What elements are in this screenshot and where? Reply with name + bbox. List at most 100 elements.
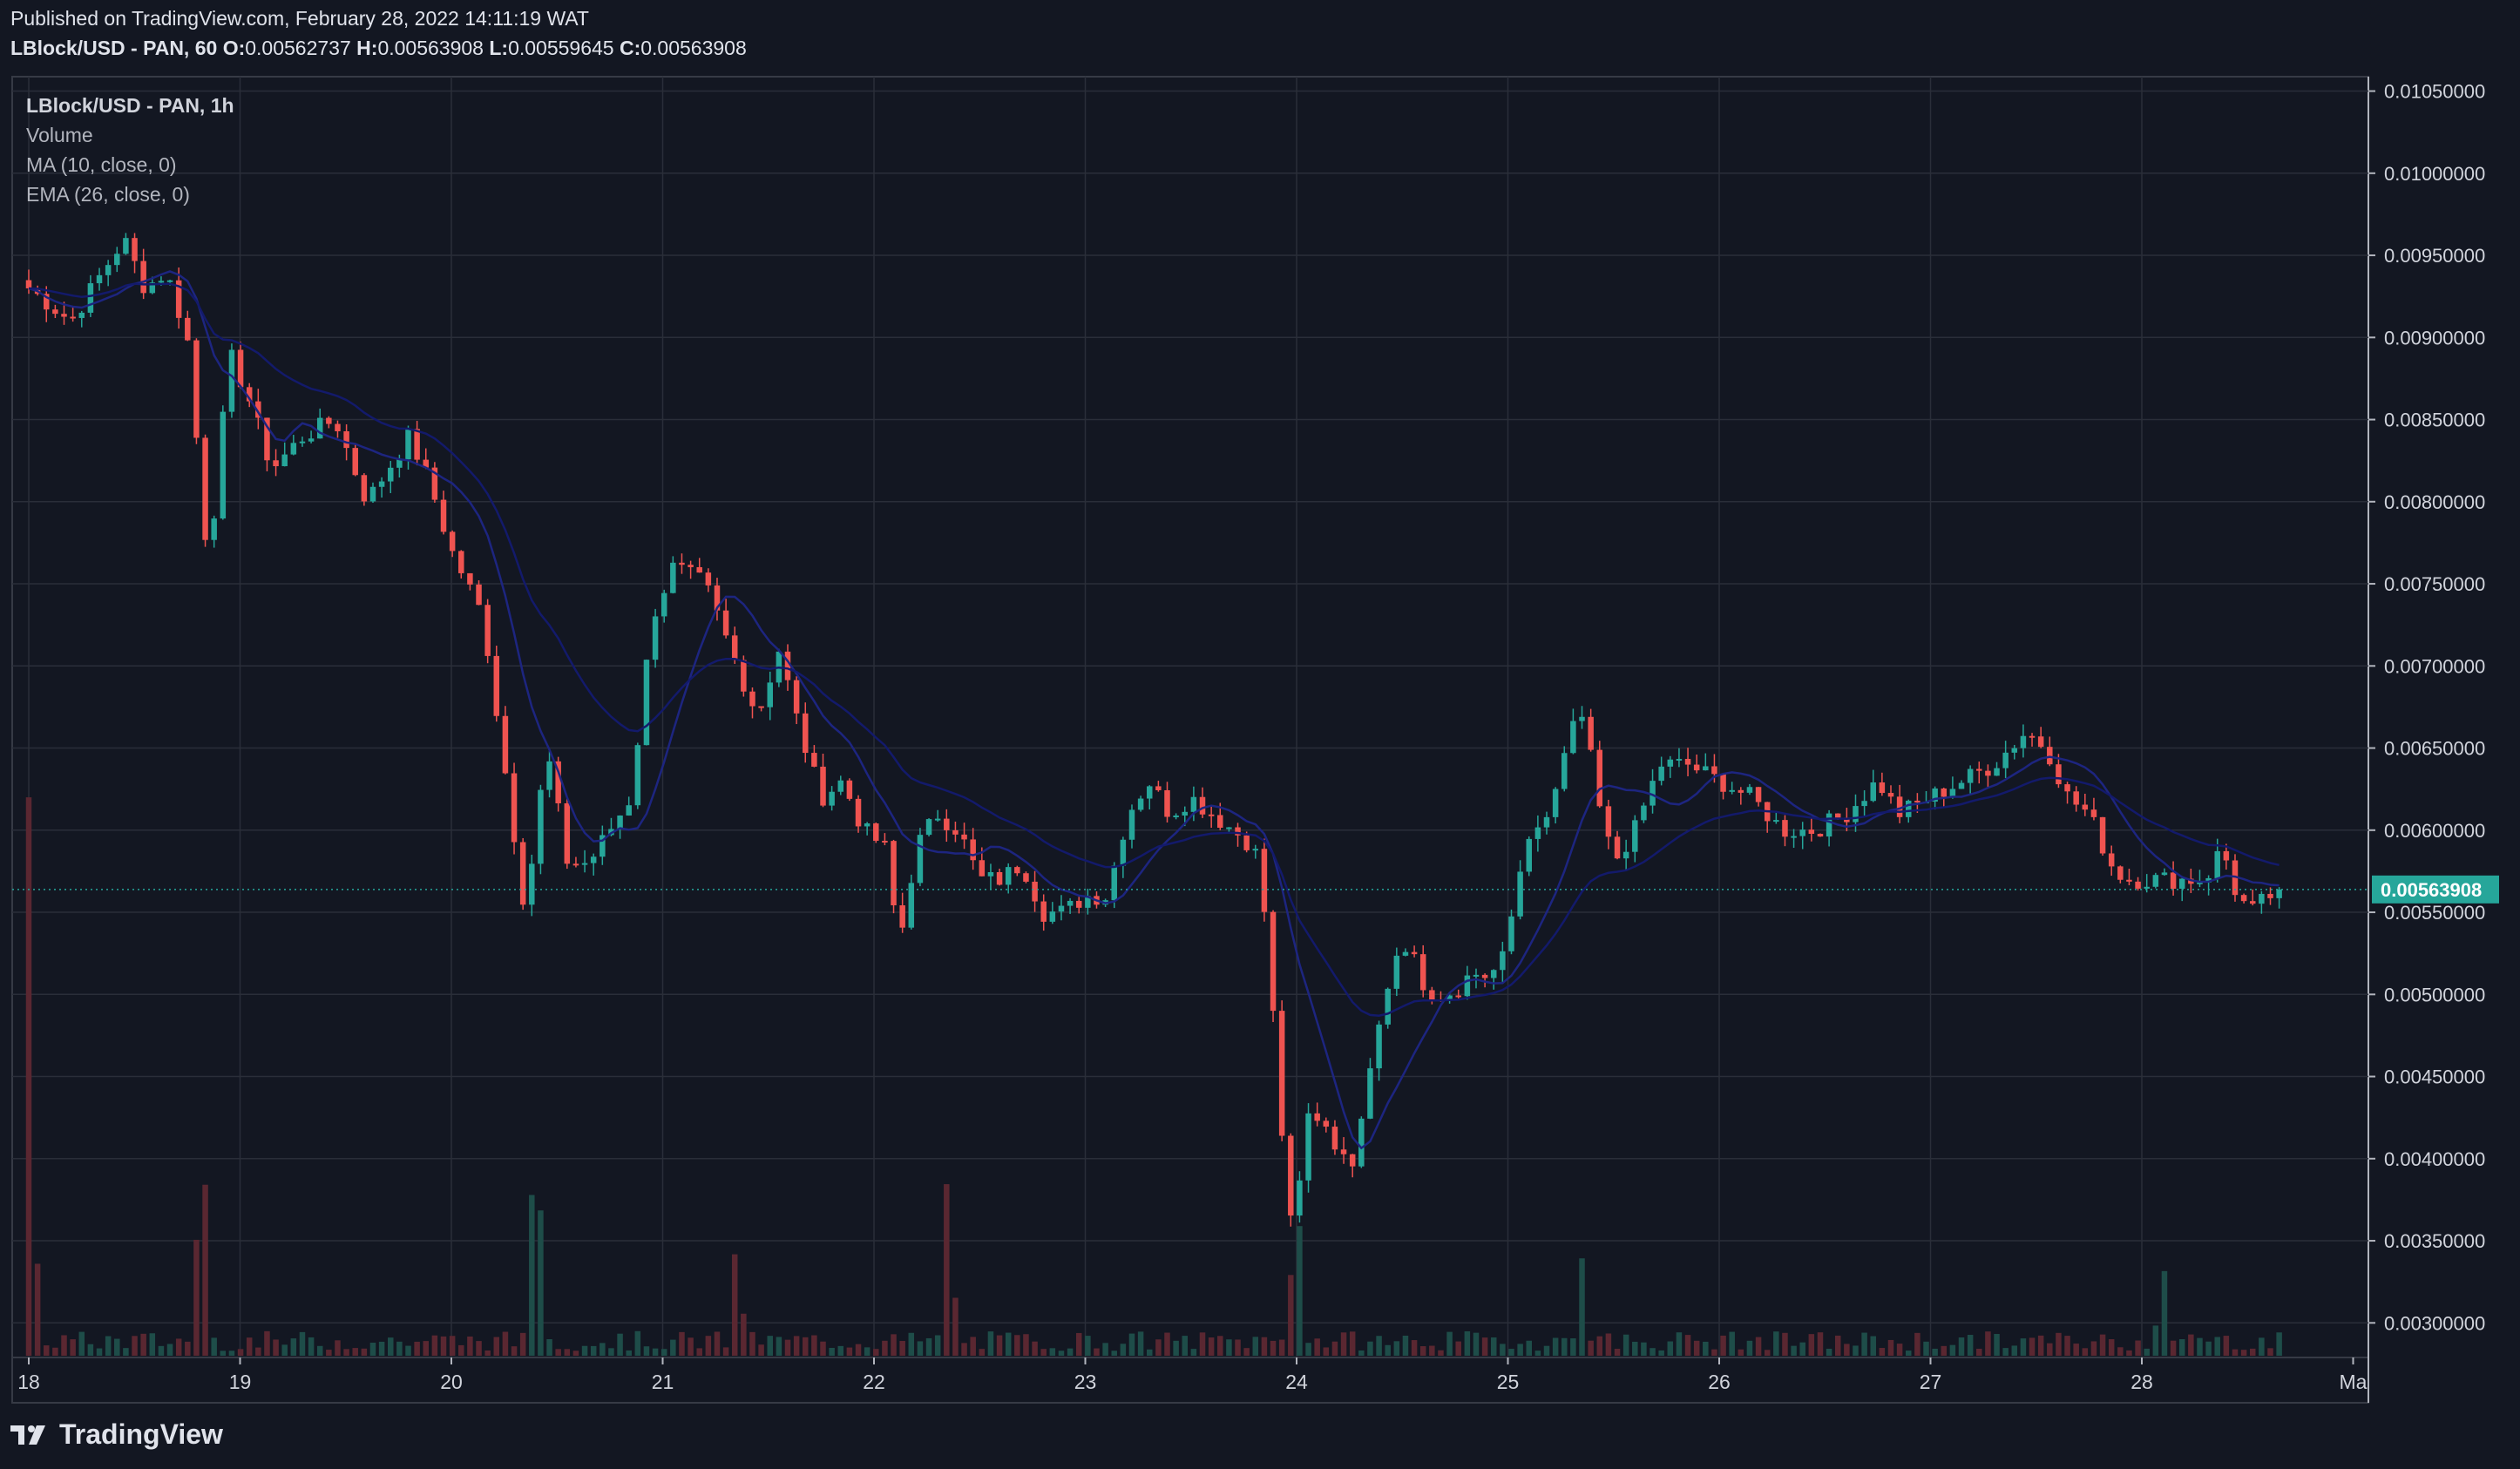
candle-body[interactable] (1826, 813, 1832, 837)
candle-body[interactable] (369, 486, 376, 502)
candle-body[interactable] (1411, 951, 1418, 955)
candle-body[interactable] (1367, 1068, 1373, 1119)
candle-body[interactable] (61, 314, 67, 317)
candle-body[interactable] (281, 454, 288, 467)
candle-body[interactable] (2037, 736, 2044, 748)
candle-body[interactable] (1128, 809, 1135, 840)
candle-body[interactable] (1402, 951, 1409, 956)
candle-body[interactable] (538, 789, 544, 864)
candle-body[interactable] (996, 871, 1003, 885)
candle-body[interactable] (882, 840, 888, 843)
candle-body[interactable] (211, 518, 217, 540)
candle-body[interactable] (917, 835, 924, 883)
candle-body[interactable] (467, 572, 473, 585)
candle-body[interactable] (1552, 789, 1559, 817)
candle-body[interactable] (581, 863, 588, 865)
candle-body[interactable] (767, 682, 773, 707)
candle-body[interactable] (1703, 766, 1709, 771)
candle-body[interactable] (273, 460, 279, 467)
candle-body[interactable] (2056, 764, 2062, 785)
candle-body[interactable] (166, 280, 173, 282)
candle-body[interactable] (290, 443, 297, 455)
candle-body[interactable] (714, 585, 721, 611)
candle-body[interactable] (1120, 839, 1127, 866)
candle-body[interactable] (2002, 752, 2009, 768)
candle-body[interactable] (431, 467, 438, 500)
candle-body[interactable] (387, 467, 394, 482)
candle-body[interactable] (1358, 1118, 1365, 1167)
candle-body[interactable] (1746, 787, 1753, 793)
candle-body[interactable] (2020, 735, 2027, 748)
candle-body[interactable] (1676, 759, 1683, 762)
candle-body[interactable] (44, 294, 50, 310)
candle-body[interactable] (1976, 768, 1982, 771)
candle-body[interactable] (1278, 1011, 1285, 1136)
legend-title[interactable]: LBlock/USD - PAN, 1h (26, 94, 234, 117)
candle-body[interactable] (855, 798, 862, 827)
candle-body[interactable] (925, 819, 932, 836)
candle-body[interactable] (1429, 990, 1435, 1000)
candle-body[interactable] (1155, 786, 1162, 790)
candle-body[interactable] (2135, 881, 2141, 889)
candle-body[interactable] (264, 417, 270, 461)
candle-body[interactable] (829, 791, 835, 806)
candle-body[interactable] (1331, 1127, 1338, 1150)
candle-body[interactable] (2178, 878, 2185, 890)
candle-body[interactable] (352, 448, 358, 476)
candle-body[interactable] (1738, 789, 1744, 793)
candle-body[interactable] (193, 340, 200, 438)
candle-body[interactable] (1561, 753, 1568, 789)
candle-body[interactable] (2082, 804, 2089, 810)
candle-body[interactable] (1596, 749, 1603, 807)
candle-body[interactable] (378, 481, 385, 487)
candle-body[interactable] (961, 834, 967, 840)
candle-body[interactable] (2161, 872, 2168, 876)
candle-body[interactable] (1711, 766, 1717, 775)
candle-body[interactable] (1226, 827, 1232, 829)
candle-body[interactable] (2249, 901, 2256, 904)
candle-body[interactable] (423, 459, 430, 468)
candle-body[interactable] (1799, 829, 1805, 836)
candle-body[interactable] (493, 655, 500, 716)
candle-body[interactable] (1834, 813, 1841, 818)
candle-body[interactable] (484, 605, 491, 656)
candle-body[interactable] (220, 411, 227, 519)
candle-body[interactable] (688, 565, 694, 567)
candle-body[interactable] (1879, 782, 1886, 794)
candle-body[interactable] (1534, 827, 1541, 839)
candle-body[interactable] (1164, 789, 1170, 817)
candle-body[interactable] (979, 860, 986, 877)
candle-body[interactable] (1994, 768, 2000, 776)
candle-body[interactable] (1146, 786, 1153, 799)
candle-body[interactable] (440, 499, 447, 532)
candle-body[interactable] (600, 835, 606, 857)
candle-body[interactable] (679, 562, 685, 565)
candle-body[interactable] (793, 680, 800, 714)
candle-body[interactable] (803, 713, 809, 754)
candle-body[interactable] (546, 761, 552, 790)
candle-body[interactable] (502, 715, 509, 774)
candle-body[interactable] (1173, 815, 1179, 817)
candle-body[interactable] (899, 905, 905, 928)
candle-body[interactable] (758, 706, 764, 708)
candle-body[interactable] (1252, 849, 1259, 851)
candle-body[interactable] (228, 349, 235, 412)
candle-body[interactable] (1014, 867, 1020, 874)
candle-body[interactable] (87, 283, 94, 313)
candle-body[interactable] (476, 584, 482, 606)
candle-body[interactable] (1896, 796, 1903, 817)
candle-body[interactable] (1235, 827, 1241, 836)
candle-body[interactable] (944, 818, 950, 830)
candle-body[interactable] (1906, 800, 1912, 817)
candle-body[interactable] (2126, 879, 2132, 882)
candle-body[interactable] (1658, 766, 1664, 782)
candle-body[interactable] (2099, 816, 2106, 854)
candle-body[interactable] (1622, 851, 1629, 859)
candle-body[interactable] (2170, 872, 2177, 890)
candle-body[interactable] (1684, 759, 1691, 765)
candle-body[interactable] (1217, 815, 1223, 829)
candle-body[interactable] (634, 745, 641, 806)
candle-body[interactable] (1887, 793, 1894, 797)
candle-body[interactable] (1376, 1024, 1382, 1069)
candle-body[interactable] (1111, 865, 1117, 901)
